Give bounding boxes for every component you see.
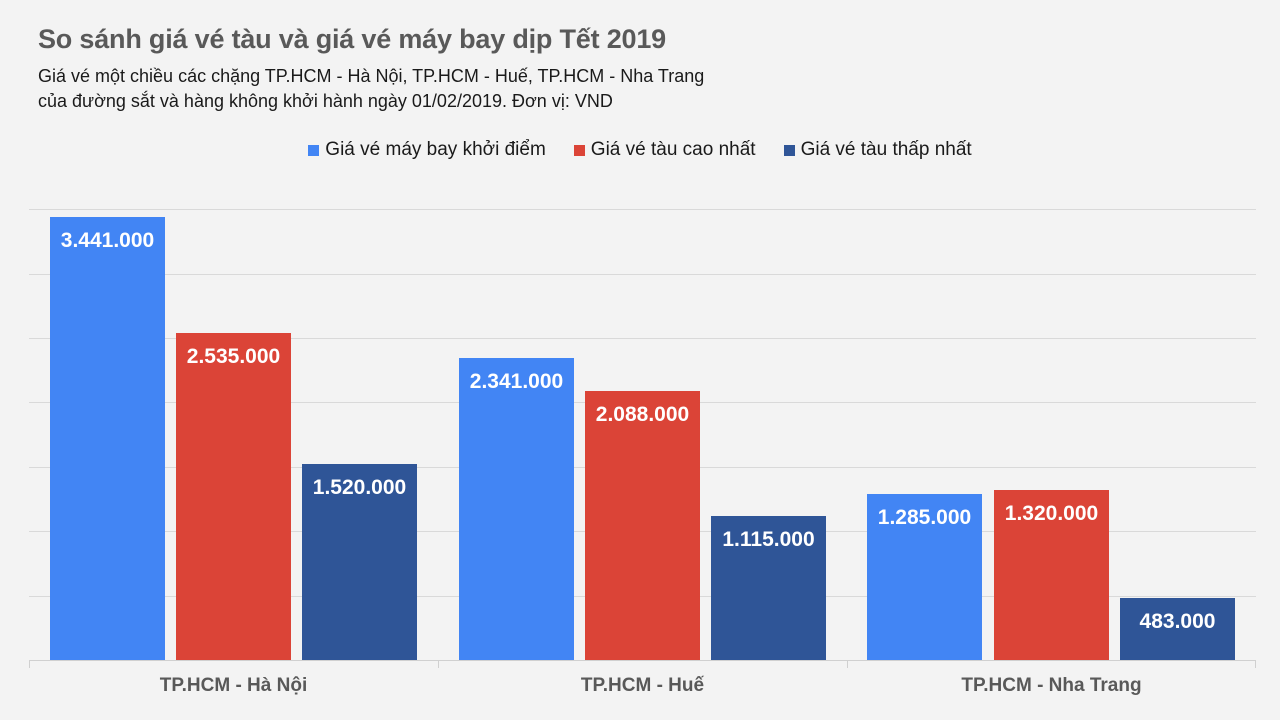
bar-value-label: 2.535.000 <box>186 345 281 368</box>
bar-value-label: 2.341.000 <box>469 370 564 393</box>
bar-plane-nhatrang: 1.285.000 <box>867 494 982 660</box>
x-tick <box>847 660 848 668</box>
legend-swatch-icon <box>573 144 585 156</box>
bar-train-high-hue: 2.088.000 <box>585 391 700 660</box>
bar-value-label: 1.520.000 <box>312 476 407 499</box>
bar-value-label: 483.000 <box>1139 610 1216 633</box>
bar-plane-hue: 2.341.000 <box>459 358 574 660</box>
bar-value-label: 2.088.000 <box>595 403 690 426</box>
category-label-nhatrang: TP.HCM - Nha Trang <box>961 675 1142 696</box>
legend-item-train-high: Giá vé tàu cao nhất <box>573 139 756 161</box>
bar-plane-hanoi: 3.441.000 <box>50 217 165 660</box>
legend-swatch-icon <box>308 144 320 156</box>
bar-value-label: 3.441.000 <box>60 229 155 252</box>
chart-title: So sánh giá vé tàu và giá vé máy bay dịp… <box>38 24 666 54</box>
legend-label: Giá vé máy bay khởi điểm <box>325 139 546 160</box>
x-tick <box>1255 660 1256 668</box>
plot-area: 3.441.000 2.535.000 1.520.000 2.341.000 … <box>29 209 1256 668</box>
category-label-hanoi: TP.HCM - Hà Nội <box>159 675 308 696</box>
chart-subtitle: Giá vé một chiều các chặng TP.HCM - Hà N… <box>38 64 704 114</box>
subtitle-line-1: Giá vé một chiều các chặng TP.HCM - Hà N… <box>38 66 705 86</box>
legend-item-train-low: Giá vé tàu thấp nhất <box>783 139 972 161</box>
bar-train-low-hue: 1.115.000 <box>711 516 826 660</box>
legend-label: Giá vé tàu thấp nhất <box>800 139 972 160</box>
legend-label: Giá vé tàu cao nhất <box>590 139 756 160</box>
gridline <box>29 274 1256 275</box>
x-axis <box>29 660 1256 661</box>
gridline <box>29 338 1256 339</box>
legend-swatch-icon <box>783 144 795 156</box>
gridline <box>29 209 1256 210</box>
bar-value-label: 1.320.000 <box>1004 502 1099 525</box>
x-tick <box>438 660 439 668</box>
subtitle-line-2: của đường sắt và hàng không khởi hành ng… <box>38 91 613 111</box>
bar-value-label: 1.285.000 <box>877 506 972 529</box>
legend-item-plane: Giá vé máy bay khởi điểm <box>308 139 546 161</box>
bar-train-low-nhatrang: 483.000 <box>1120 598 1235 660</box>
bar-train-low-hanoi: 1.520.000 <box>302 464 417 660</box>
bar-train-high-hanoi: 2.535.000 <box>176 333 291 660</box>
x-tick <box>29 660 30 668</box>
bar-train-high-nhatrang: 1.320.000 <box>994 490 1109 660</box>
bar-value-label: 1.115.000 <box>722 528 815 551</box>
legend: Giá vé máy bay khởi điểm Giá vé tàu cao … <box>0 139 1280 161</box>
category-label-hue: TP.HCM - Huế <box>580 675 705 696</box>
